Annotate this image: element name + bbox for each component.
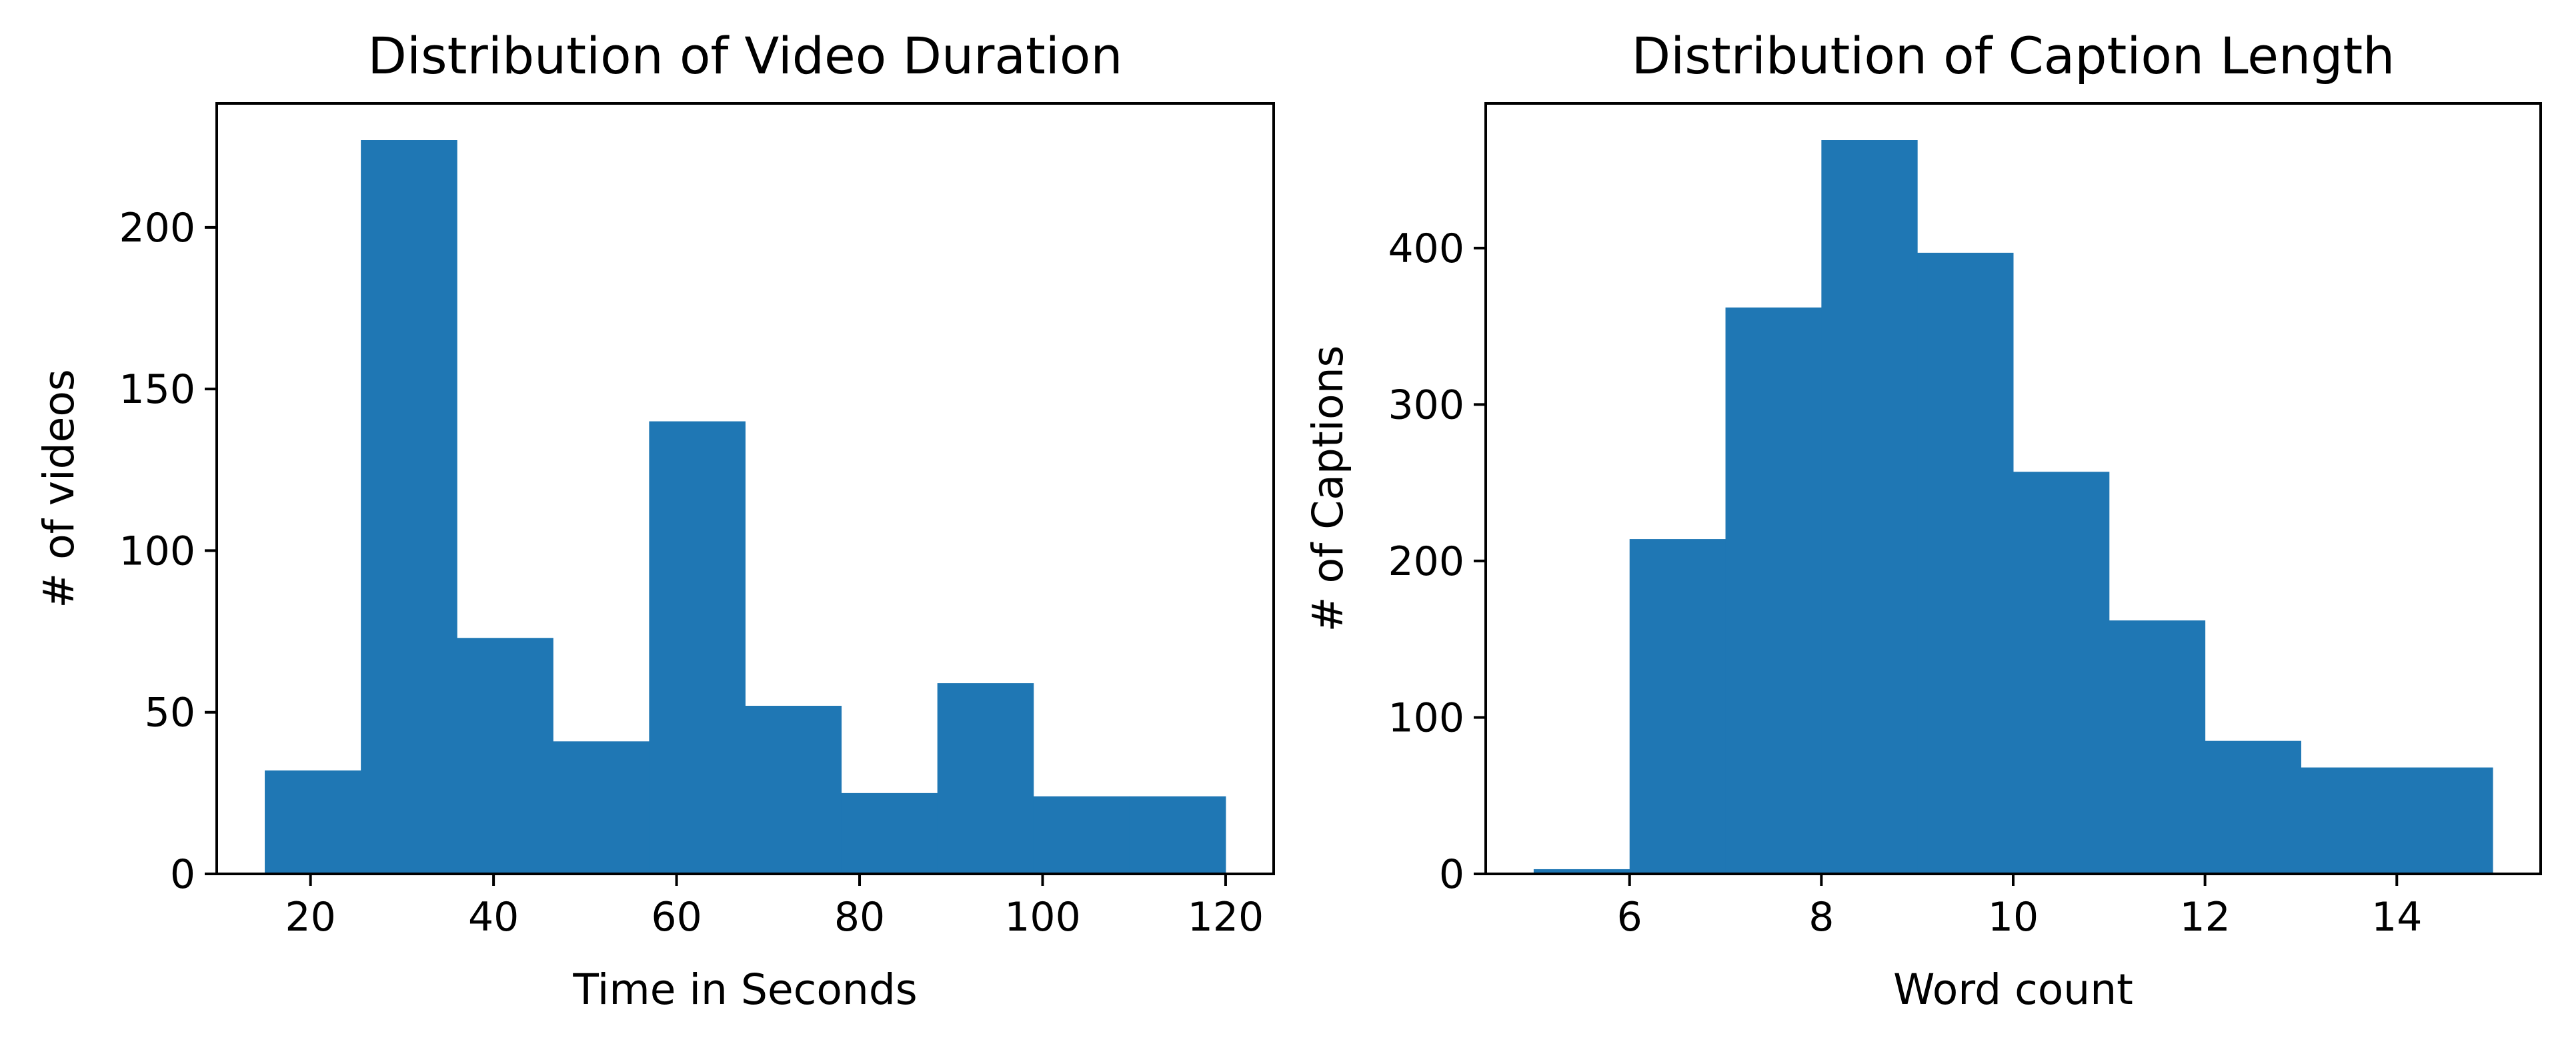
- histogram-bar: [2109, 620, 2206, 874]
- y-tick-label: 50: [145, 690, 195, 736]
- histogram-bar: [2205, 740, 2301, 874]
- histogram-bar: [649, 421, 746, 874]
- histogram-bar: [2397, 767, 2493, 874]
- histogram-bar: [2013, 472, 2110, 874]
- x-axis-ticks: 20 40 60 80 100 120: [285, 874, 1264, 941]
- y-tick-label: 300: [1388, 382, 1464, 428]
- video-duration-histogram: Distribution of Video Duration Time in S…: [35, 26, 1275, 1014]
- histogram-bar: [457, 638, 553, 874]
- histogram-bar: [937, 683, 1034, 874]
- histogram-bar: [1725, 307, 1822, 875]
- y-axis-ticks: 0 100 200 300 400: [1388, 225, 1486, 898]
- x-axis-label: Time in Seconds: [572, 965, 917, 1014]
- histogram-bar: [265, 770, 361, 874]
- x-tick-label: 10: [1988, 894, 2039, 941]
- y-tick-label: 150: [119, 366, 195, 413]
- x-tick-label: 20: [285, 894, 335, 941]
- x-tick-label: 12: [2179, 894, 2230, 941]
- y-tick-label: 100: [119, 528, 195, 574]
- caption-length-histogram: Distribution of Caption Length Word coun…: [1304, 26, 2542, 1014]
- histogram-bar: [1821, 140, 1918, 874]
- x-tick-label: 40: [468, 894, 519, 941]
- histogram-bars: [1533, 140, 2493, 875]
- y-axis-label: # of videos: [35, 369, 83, 608]
- axes-frame: [1484, 102, 2542, 875]
- histogram-bar: [553, 741, 650, 874]
- histogram-bar: [1533, 869, 1630, 874]
- chart-title: Distribution of Caption Length: [1632, 26, 2395, 85]
- histogram-bar: [1917, 252, 2014, 874]
- x-tick-label: 80: [834, 894, 885, 941]
- x-axis-label: Word count: [1893, 965, 2133, 1014]
- y-tick-label: 0: [1439, 851, 1464, 898]
- x-tick-label: 100: [1004, 894, 1081, 941]
- y-tick-label: 200: [119, 205, 195, 251]
- histogram-bar: [841, 793, 938, 874]
- x-tick-label: 6: [1617, 894, 1642, 941]
- histogram-bar: [745, 706, 842, 874]
- x-axis-ticks: 6 8 10 12 14: [1617, 874, 2422, 941]
- x-tick-label: 8: [1808, 894, 1834, 941]
- y-tick-label: 200: [1388, 538, 1464, 585]
- y-axis-label: # of Captions: [1304, 346, 1352, 632]
- histogram-bars: [265, 140, 1226, 874]
- y-axis-ticks: 0 50 100 150 200: [119, 205, 217, 898]
- histogram-bar: [2301, 767, 2397, 874]
- y-tick-label: 400: [1388, 225, 1464, 272]
- histogram-bar: [1129, 796, 1226, 874]
- x-tick-label: 14: [2371, 894, 2422, 941]
- histogram-bar: [361, 140, 457, 874]
- y-tick-label: 0: [170, 851, 195, 898]
- axes-frame: [215, 102, 1275, 875]
- x-tick-label: 60: [651, 894, 702, 941]
- y-tick-label: 100: [1388, 694, 1464, 741]
- chart-title: Distribution of Video Duration: [367, 26, 1122, 85]
- histogram-bar: [1629, 539, 1726, 874]
- histogram-bar: [1033, 796, 1130, 874]
- x-tick-label: 120: [1188, 894, 1264, 941]
